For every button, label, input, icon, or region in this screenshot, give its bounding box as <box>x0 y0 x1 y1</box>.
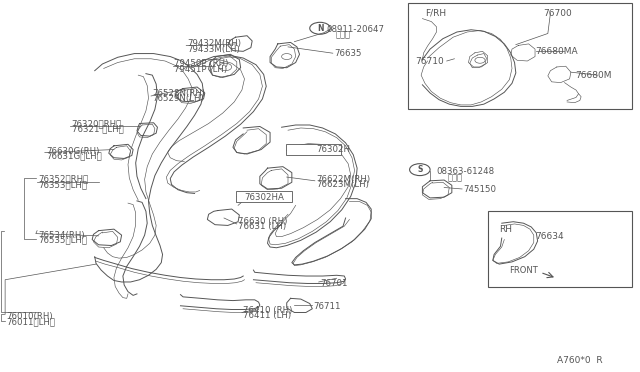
Text: 76630G(RH): 76630G(RH) <box>46 147 99 155</box>
Text: 08911-20647: 08911-20647 <box>326 25 385 33</box>
Text: 76410 (RH): 76410 (RH) <box>243 306 292 315</box>
Text: 76352〈RH〉: 76352〈RH〉 <box>38 175 89 184</box>
Text: 76680MA: 76680MA <box>535 47 578 56</box>
Text: 76630 (RH): 76630 (RH) <box>238 217 287 226</box>
Text: 76635: 76635 <box>334 49 362 58</box>
Text: 08363-61248: 08363-61248 <box>436 167 495 176</box>
Text: 76534(RH): 76534(RH) <box>38 231 85 240</box>
Bar <box>408 3 632 109</box>
Text: 76701: 76701 <box>320 279 348 288</box>
Text: 76353〈LH〉: 76353〈LH〉 <box>38 180 88 189</box>
Bar <box>236 191 292 202</box>
Text: 76631G〈LH〉: 76631G〈LH〉 <box>46 152 102 161</box>
Text: 76302H: 76302H <box>316 145 350 154</box>
Text: 76011〈LH〉: 76011〈LH〉 <box>6 318 56 327</box>
Text: F/RH: F/RH <box>426 9 447 18</box>
Bar <box>286 144 341 155</box>
Text: （１）: （１） <box>448 173 463 182</box>
Text: 76710: 76710 <box>415 57 444 65</box>
Text: 76411 (LH): 76411 (LH) <box>243 311 291 320</box>
Text: 76622M(RH): 76622M(RH) <box>316 175 371 184</box>
Text: 76321 〈LH〉: 76321 〈LH〉 <box>72 124 124 133</box>
Text: S: S <box>417 165 422 174</box>
Text: 79433M(LH): 79433M(LH) <box>188 45 240 54</box>
Text: 76535〈LH〉: 76535〈LH〉 <box>38 236 88 245</box>
Text: 76634: 76634 <box>535 232 564 241</box>
Text: 76680M: 76680M <box>575 71 611 80</box>
Text: 79451P (LH): 79451P (LH) <box>174 65 227 74</box>
Text: 79450P (RH): 79450P (RH) <box>174 60 228 68</box>
Bar <box>488 211 632 287</box>
Text: 76700: 76700 <box>543 9 572 18</box>
Text: 76631 (LH): 76631 (LH) <box>238 222 286 231</box>
Text: N: N <box>317 24 323 33</box>
Text: RH: RH <box>499 225 512 234</box>
Text: 76302HA: 76302HA <box>244 193 284 202</box>
Text: 76010(RH): 76010(RH) <box>6 312 53 321</box>
Text: 745150: 745150 <box>463 185 497 194</box>
Text: FRONT: FRONT <box>509 266 538 275</box>
Text: 76529N(LH): 76529N(LH) <box>152 94 204 103</box>
Text: 76528N(RH): 76528N(RH) <box>152 89 205 98</box>
Text: A760*0  R: A760*0 R <box>557 356 602 365</box>
Text: 76320〈RH〉: 76320〈RH〉 <box>72 119 122 128</box>
Text: 76623M(LH): 76623M(LH) <box>316 180 369 189</box>
Text: 79432M(RH): 79432M(RH) <box>188 39 241 48</box>
Text: 76711: 76711 <box>314 302 341 311</box>
Text: （２）: （２） <box>335 31 350 40</box>
